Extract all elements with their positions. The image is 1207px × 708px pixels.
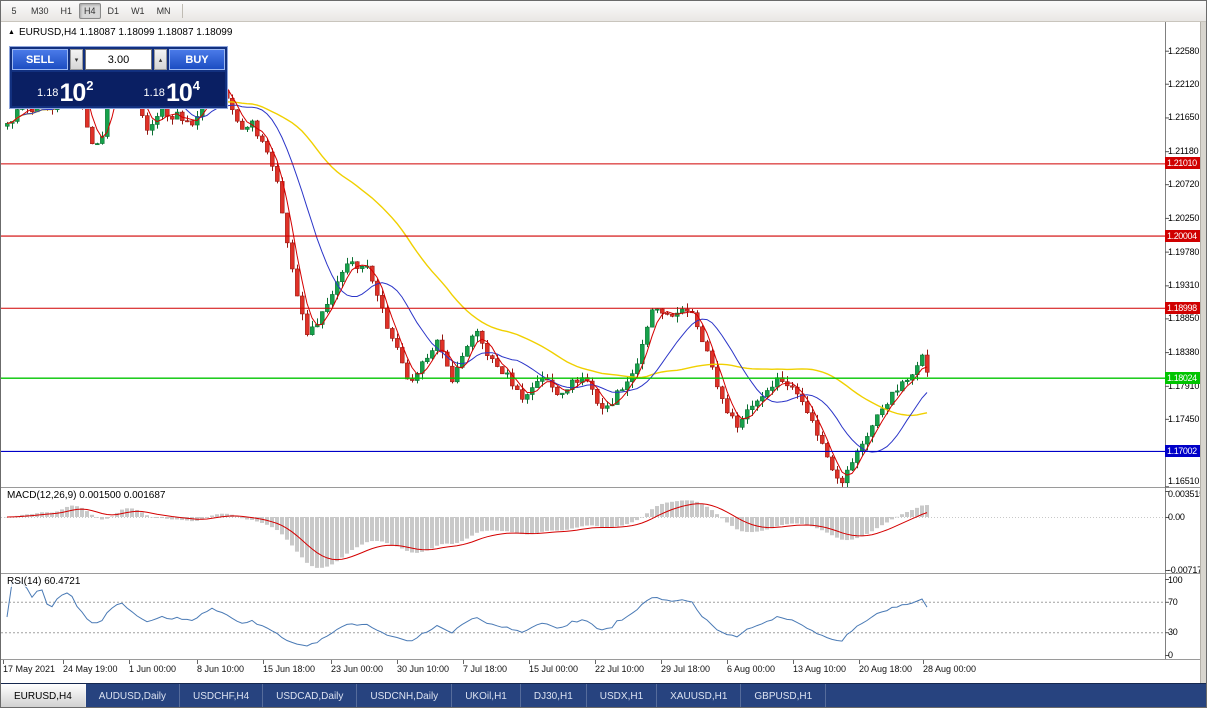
- timeframe-button-5[interactable]: 5: [4, 3, 24, 19]
- price-axis-label: 1.20250: [1168, 213, 1200, 223]
- time-axis-label: 22 Jul 10:00: [595, 664, 645, 674]
- price-tag-1.18024: 1.18024: [1165, 372, 1202, 384]
- price-axis-label: 1.21650: [1168, 112, 1200, 122]
- buy-price-big: 10: [165, 79, 193, 107]
- chart-header: ▲ EURUSD,H4 1.18087 1.18099 1.18087 1.18…: [6, 27, 235, 38]
- chart-tab-USDX-H1[interactable]: USDX,H1: [587, 684, 658, 707]
- chart-ohlc-label: EURUSD,H4 1.18087 1.18099 1.18087 1.1809…: [18, 27, 233, 38]
- price-tag-1.20004: 1.20004: [1165, 230, 1202, 242]
- macd-indicator-label: MACD(12,26,9) 0.001500 0.001687: [5, 490, 168, 501]
- sell-price-prefix: 1.18: [37, 87, 59, 99]
- chart-tabs-bar: EURUSD,H4 AUDUSD,Daily USDCHF,H4 USDCAD,Dai…: [1, 683, 1206, 707]
- price-tag-1.18998: 1.18998: [1165, 302, 1202, 314]
- time-axis-label: 17 May 2021: [3, 664, 56, 674]
- time-axis-label: 13 Aug 10:00: [793, 664, 847, 674]
- chart-tab-AUDUSD-Daily[interactable]: AUDUSD,Daily: [86, 684, 181, 707]
- chart-tab-USDCNH-Daily[interactable]: USDCNH,Daily: [357, 684, 453, 707]
- timeframe-button-D1[interactable]: D1: [103, 3, 125, 19]
- chart-tab-USDCAD-Daily[interactable]: USDCAD,Daily: [263, 684, 358, 707]
- time-axis-label: 30 Jun 10:00: [397, 664, 450, 674]
- chart-tab-UKOil-H1[interactable]: UKOil,H1: [452, 684, 521, 707]
- vertical-scrollbar[interactable]: [1200, 22, 1206, 683]
- toolbar-separator: [181, 4, 183, 18]
- rsi-axis-label: 100: [1168, 575, 1183, 585]
- rsi-axis-label: 0: [1168, 650, 1173, 660]
- sell-button[interactable]: SELL: [12, 49, 68, 70]
- buy-button[interactable]: BUY: [169, 49, 225, 70]
- chart-tab-XAUUSD-H1[interactable]: XAUUSD,H1: [657, 684, 742, 707]
- lot-decrease-button[interactable]: ▾: [70, 49, 83, 70]
- chart-tab-USDCHF-H4[interactable]: USDCHF,H4: [180, 684, 264, 707]
- time-axis-label: 8 Jun 10:00: [197, 664, 245, 674]
- buy-price-prefix: 1.18: [143, 87, 165, 99]
- price-tag-1.21010: 1.21010: [1165, 157, 1202, 169]
- time-axis-label: 15 Jun 18:00: [263, 664, 316, 674]
- price-axis-label: 1.19310: [1168, 280, 1200, 290]
- sell-price-big: 10: [59, 79, 86, 107]
- price-tag-1.17002: 1.17002: [1165, 445, 1202, 457]
- trade-panel-controls: SELL ▾ ▴ BUY: [12, 49, 225, 70]
- timeframe-button-M30[interactable]: M30: [26, 3, 54, 19]
- price-axis-label: 1.21180: [1168, 146, 1199, 156]
- buy-price[interactable]: 1.18 10 4: [119, 72, 226, 106]
- trade-panel-prices: 1.18 10 2 1.18 10 4: [12, 72, 225, 106]
- price-axis-label: 1.18850: [1168, 313, 1200, 323]
- price-axis-label: 1.22120: [1168, 79, 1200, 89]
- time-axis-label: 20 Aug 18:00: [859, 664, 913, 674]
- timeframe-button-MN[interactable]: MN: [152, 3, 176, 19]
- time-axis-label: 6 Aug 00:00: [727, 664, 776, 674]
- price-axis-label: 1.16510: [1168, 476, 1200, 486]
- time-axis-label: 23 Jun 00:00: [331, 664, 384, 674]
- rsi-indicator-label: RSI(14) 60.4721: [5, 576, 83, 587]
- time-axis-label: 24 May 19:00: [63, 664, 118, 674]
- macd-axis-label: 0.00: [1168, 512, 1185, 522]
- chart-tab-EURUSD-H4[interactable]: EURUSD,H4: [1, 684, 86, 707]
- rsi-axis-label: 30: [1168, 627, 1178, 637]
- rsi-axis-label: 70: [1168, 597, 1178, 607]
- price-axis-label: 1.19780: [1168, 247, 1200, 257]
- time-axis-label: 28 Aug 00:00: [923, 664, 977, 674]
- time-axis-label: 1 Jun 00:00: [129, 664, 177, 674]
- collapse-panel-icon[interactable]: ▲: [8, 28, 15, 36]
- chart-tab-GBPUSD-H1[interactable]: GBPUSD,H1: [741, 684, 827, 707]
- sell-price[interactable]: 1.18 10 2: [12, 72, 119, 106]
- lot-size-input[interactable]: [85, 49, 152, 70]
- time-axis-label: 7 Jul 18:00: [463, 664, 508, 674]
- price-axis-label: 1.18380: [1168, 347, 1200, 357]
- time-axis-label: 15 Jul 00:00: [529, 664, 579, 674]
- sell-price-sup: 2: [86, 78, 94, 93]
- price-axis-label: 1.17450: [1168, 414, 1200, 424]
- chart-tab-DJ30-H1[interactable]: DJ30,H1: [521, 684, 587, 707]
- timeframe-button-H1[interactable]: H1: [56, 3, 78, 19]
- price-axis-label: 1.17910: [1168, 381, 1200, 391]
- price-axis-label: 1.20720: [1168, 179, 1200, 189]
- time-axis-label: 29 Jul 18:00: [661, 664, 711, 674]
- price-axis-label: 1.22580: [1168, 46, 1200, 56]
- macd-axis-label: -0.007175: [1168, 565, 1207, 575]
- timeframe-toolbar: 5 M30 H1 H4 D1 W1 MN: [1, 1, 1206, 22]
- buy-price-sup: 4: [192, 78, 200, 93]
- lot-increase-button[interactable]: ▴: [154, 49, 167, 70]
- macd-axis-label: 0.003515: [1168, 489, 1204, 499]
- timeframe-button-W1[interactable]: W1: [126, 3, 150, 19]
- timeframe-button-H4[interactable]: H4: [79, 3, 101, 19]
